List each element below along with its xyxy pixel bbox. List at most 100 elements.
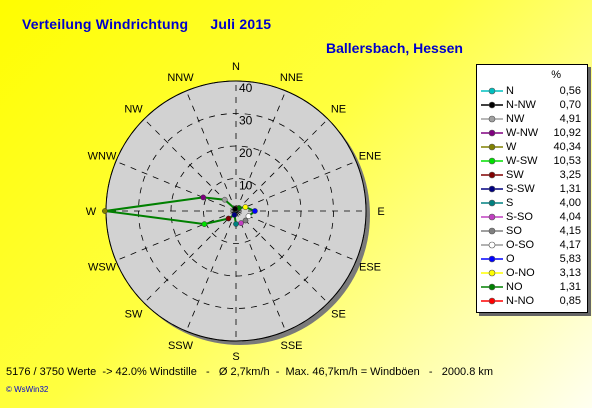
legend-value: 4,17 bbox=[559, 239, 581, 251]
legend-label: S-SO bbox=[506, 211, 533, 223]
legend-item: O-SO 4,17 bbox=[477, 239, 587, 252]
location-label: Ballersbach, Hessen bbox=[326, 40, 463, 56]
grid-spoke bbox=[185, 210, 237, 332]
legend-value: 3,13 bbox=[559, 267, 581, 279]
legend-item: N-NO 0,85 bbox=[477, 295, 587, 308]
legend-item: N-NW 0,70 bbox=[477, 99, 587, 112]
legend-item: SW 3,25 bbox=[477, 169, 587, 182]
data-point-nw bbox=[221, 196, 228, 203]
legend-value: 0,56 bbox=[559, 85, 581, 97]
legend-value: 0,85 bbox=[559, 295, 581, 307]
ring-label: 30 bbox=[239, 114, 253, 128]
direction-label-s: S bbox=[232, 351, 239, 363]
legend-value: 40,34 bbox=[553, 141, 581, 153]
legend-value: 0,70 bbox=[559, 99, 581, 111]
legend-marker-icon bbox=[481, 171, 503, 179]
data-point-ese bbox=[245, 213, 252, 220]
direction-label-ssw: SSW bbox=[168, 340, 194, 352]
data-point-wnw bbox=[200, 194, 207, 201]
grid-spoke bbox=[115, 210, 237, 262]
legend-label: S bbox=[506, 197, 514, 209]
legend-label: S-SW bbox=[506, 183, 535, 195]
direction-label-sse: SSE bbox=[280, 340, 302, 352]
legend-label: N bbox=[506, 85, 514, 97]
legend-marker-icon bbox=[481, 213, 503, 221]
legend-label: O-SO bbox=[506, 239, 535, 251]
direction-label-nw: NW bbox=[124, 104, 143, 116]
legend-marker-icon bbox=[481, 185, 503, 193]
data-point-w bbox=[102, 208, 108, 214]
legend-marker-icon bbox=[481, 241, 503, 249]
grid-spoke bbox=[143, 210, 237, 304]
data-point-sw bbox=[225, 215, 232, 222]
direction-label-nnw: NNW bbox=[167, 72, 194, 84]
legend-value: 10,92 bbox=[553, 127, 581, 139]
legend-marker-icon bbox=[481, 255, 503, 263]
legend-marker-icon bbox=[481, 283, 503, 291]
legend-marker-icon bbox=[481, 87, 503, 95]
direction-label-se: SE bbox=[331, 309, 346, 321]
legend-marker-icon bbox=[481, 115, 503, 123]
direction-label-e: E bbox=[377, 206, 384, 218]
legend-item: S-SW 1,31 bbox=[477, 183, 587, 196]
direction-label-ese: ESE bbox=[359, 262, 381, 274]
legend-item: W-SW 10,53 bbox=[477, 155, 587, 168]
legend-item: W-NW 10,92 bbox=[477, 127, 587, 140]
grid-spoke bbox=[143, 118, 237, 212]
title-text: Verteilung Windrichtung bbox=[22, 16, 189, 32]
legend-label: W-NW bbox=[506, 127, 539, 139]
data-point-se bbox=[242, 217, 249, 224]
legend-value: 3,25 bbox=[559, 169, 581, 181]
legend-marker-icon bbox=[481, 157, 503, 165]
legend-label: N-NW bbox=[506, 99, 536, 111]
legend-value: 5,83 bbox=[559, 253, 581, 265]
legend-label: NO bbox=[506, 281, 523, 293]
direction-label-sw: SW bbox=[125, 309, 143, 321]
data-point-sse bbox=[238, 220, 244, 226]
legend-value: 1,31 bbox=[559, 281, 581, 293]
legend: % N 0,56 N-NW 0,70 NW 4,91 W-NW 10,92 W 40,34 W-SW… bbox=[476, 64, 588, 313]
legend-label: SW bbox=[506, 169, 524, 181]
data-point-e bbox=[252, 208, 258, 214]
legend-label: NW bbox=[506, 113, 525, 125]
direction-label-w: W bbox=[86, 206, 97, 218]
legend-marker-icon bbox=[481, 269, 503, 277]
legend-item: W 40,34 bbox=[477, 141, 587, 154]
legend-label: W-SW bbox=[506, 155, 538, 167]
legend-item: S-SO 4,04 bbox=[477, 211, 587, 224]
legend-label: N-NO bbox=[506, 295, 535, 307]
direction-label-wsw: WSW bbox=[88, 262, 117, 274]
grid-spoke bbox=[235, 160, 357, 212]
legend-value: 1,31 bbox=[559, 183, 581, 195]
legend-value: 10,53 bbox=[553, 155, 581, 167]
legend-item: N 0,56 bbox=[477, 85, 587, 98]
direction-label-n: N bbox=[232, 61, 240, 73]
legend-item: NO 1,31 bbox=[477, 281, 587, 294]
data-point-ssw bbox=[231, 212, 238, 218]
grid-spoke bbox=[115, 160, 237, 212]
direction-label-ene: ENE bbox=[359, 151, 382, 163]
legend-unit: % bbox=[551, 69, 561, 81]
legend-value: 4,15 bbox=[559, 225, 581, 237]
grid-spoke bbox=[235, 210, 329, 304]
direction-label-ne: NE bbox=[331, 104, 346, 116]
title-month: Juli 2015 bbox=[210, 16, 272, 32]
grid-spoke bbox=[235, 210, 357, 262]
grid-spoke bbox=[235, 210, 287, 332]
legend-item: O-NO 3,13 bbox=[477, 267, 587, 280]
data-point-s bbox=[233, 221, 239, 227]
legend-item: SO 4,15 bbox=[477, 225, 587, 238]
grid-spoke bbox=[185, 90, 237, 212]
ring-label: 20 bbox=[239, 146, 253, 160]
legend-item: O 5,83 bbox=[477, 253, 587, 266]
legend-marker-icon bbox=[481, 143, 503, 151]
footer-credit: © WsWin32 bbox=[6, 385, 49, 394]
direction-label-nne: NNE bbox=[280, 72, 303, 84]
legend-item: S 4,00 bbox=[477, 197, 587, 210]
ring-label: 10 bbox=[239, 179, 253, 193]
legend-label: O bbox=[506, 253, 515, 265]
data-point-ene bbox=[242, 204, 249, 210]
footer-stats: 5176 / 3750 Werte -> 42.0% Windstille - … bbox=[6, 366, 494, 378]
chart-title: Verteilung Windrichtung Juli 2015 bbox=[22, 16, 271, 32]
